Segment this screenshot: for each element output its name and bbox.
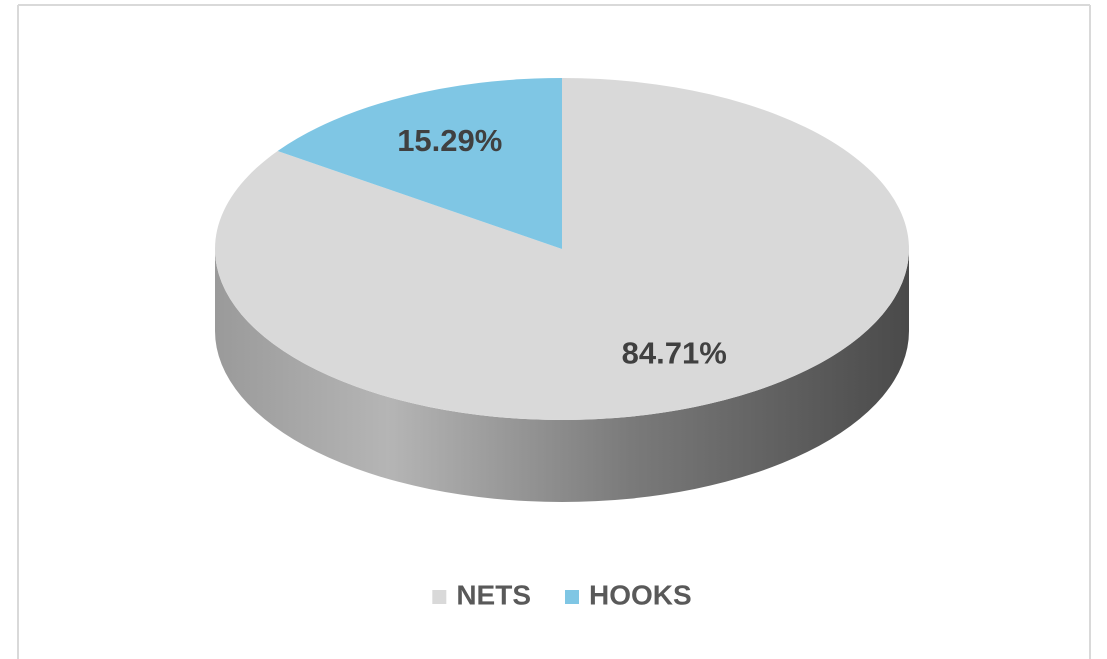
value-label: 15.29%	[397, 123, 502, 158]
legend-swatch	[565, 590, 579, 604]
legend-swatch	[432, 590, 447, 604]
pie-slice	[277, 78, 562, 249]
value-label: 84.71%	[622, 335, 727, 370]
pie-slice	[214, 78, 909, 421]
legend-label: NETS	[456, 579, 531, 610]
legend-label: HOOKS	[589, 579, 692, 610]
pie-side	[215, 249, 909, 502]
